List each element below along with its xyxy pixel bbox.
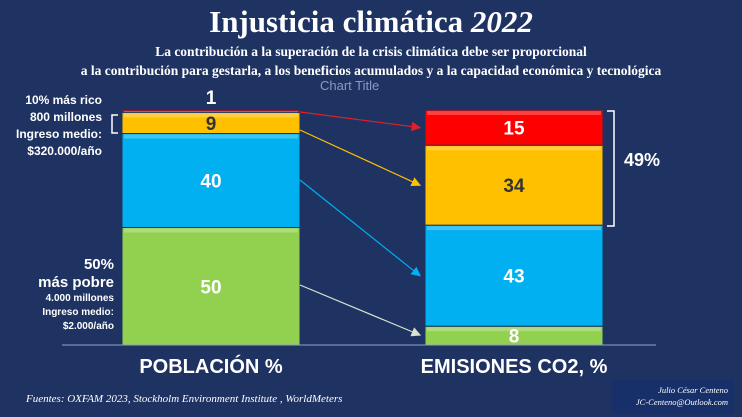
subtitle-line-2: a la contribución para gestarla, a los b… (80, 63, 662, 78)
bar-segment (121, 109, 301, 113)
emissions-bracket (607, 110, 615, 227)
page-title: Injusticia climática 2022 (0, 4, 742, 40)
category-label: POBLACIÓN % (139, 356, 283, 378)
author-name: Julio César Centeno (658, 385, 728, 395)
data-label: 43 (503, 267, 524, 288)
title-year: 2022 (470, 4, 533, 39)
data-label: 40 (200, 172, 221, 193)
flow-arrow (299, 179, 421, 277)
bar-segment (424, 109, 604, 146)
bar-highlight (427, 111, 601, 115)
data-label: 9 (206, 114, 217, 135)
title-text: Injusticia climática (209, 4, 464, 39)
rich-bracket (111, 114, 118, 134)
rich-line: 800 millones (29, 110, 102, 124)
bar-segment (424, 224, 604, 327)
rich-line: $320.000/año (27, 144, 102, 158)
bar-segment (121, 133, 301, 228)
poor-annotation: 50% más pobre 4.000 millones Ingreso med… (0, 256, 114, 334)
poor-line: 50% (83, 256, 114, 273)
chart-title: Chart Title (320, 78, 380, 93)
category-label: EMISIONES CO2, % (420, 356, 608, 378)
rich-line: Ingreso medio: (15, 127, 102, 141)
flow-arrow (299, 111, 422, 132)
author-email: JC-Centeno@Outlook.com (635, 397, 728, 407)
bar-highlight (124, 111, 298, 113)
data-label: 15 (503, 119, 525, 140)
flow-arrow (299, 129, 422, 187)
bar-segment (424, 144, 604, 226)
poor-line: Ingreso medio: (42, 307, 114, 318)
rich-line: 10% más rico (25, 93, 102, 107)
data-label: 8 (509, 327, 520, 348)
author-credit: Julio César Centeno JC-Centeno@Outlook.c… (612, 380, 734, 414)
poor-line: $2.000/año (62, 321, 114, 332)
data-label: 34 (503, 176, 525, 197)
poor-line: 4.000 millones (45, 293, 114, 304)
bar-highlight (427, 226, 601, 231)
subtitle-line-1: La contribución a la superación de la cr… (155, 44, 587, 59)
bar-highlight (124, 134, 298, 139)
sources-note: Fuentes: OXFAM 2023, Stockholm Environme… (26, 393, 343, 405)
bar-highlight (427, 146, 601, 151)
bar-highlight (124, 113, 298, 118)
bracket-label: 49% (624, 150, 661, 170)
data-label: 1 (206, 88, 217, 109)
flow-arrow (299, 284, 422, 337)
rich-annotation: 10% más rico 800 millones Ingreso medio:… (0, 92, 102, 160)
data-label: 50 (200, 277, 221, 298)
bar-highlight (427, 327, 601, 332)
bar-highlight (124, 228, 298, 233)
poor-line: más pobre (38, 274, 114, 291)
